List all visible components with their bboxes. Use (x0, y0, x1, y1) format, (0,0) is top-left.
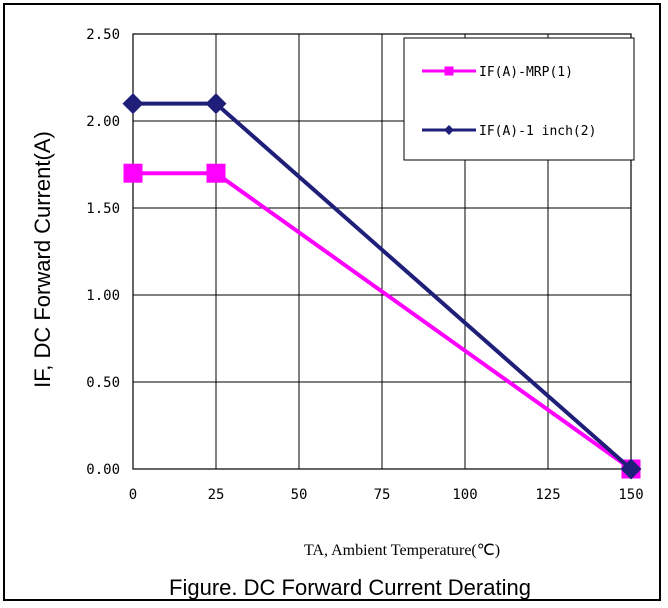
legend-item: IF(A)-MRP(1) (422, 65, 573, 80)
x-tick-label: 125 (535, 487, 560, 503)
x-tick-label: 75 (374, 487, 391, 503)
legend-swatch-marker (444, 66, 454, 76)
legend-items: IF(A)-MRP(1) IF(A)-1 inch(2) (422, 65, 596, 139)
legend-swatch-marker (444, 125, 454, 135)
data-point-marker (206, 163, 226, 183)
x-tick-label: 50 (291, 487, 308, 503)
data-point-marker (123, 163, 143, 183)
plot-border (132, 33, 632, 470)
x-tick-label: 100 (452, 487, 477, 503)
x-tick-label: 25 (208, 487, 225, 503)
figure-caption: Figure. DC Forward Current Derating (169, 575, 531, 600)
data-point-marker (205, 93, 227, 115)
x-tick-label: 150 (618, 487, 643, 503)
x-axis-ticks: 0 25 50 75 100 125 150 (129, 487, 644, 503)
y-tick-label: 2.00 (86, 114, 120, 130)
legend: IF(A)-MRP(1) IF(A)-1 inch(2) (403, 37, 635, 161)
legend-label: IF(A)-1 inch(2) (479, 124, 596, 139)
y-axis-ticks: 0.00 0.50 1.00 1.50 2.00 2.50 (86, 27, 120, 478)
legend-item: IF(A)-1 inch(2) (422, 124, 596, 139)
legend-box (403, 37, 635, 161)
y-tick-label: 0.00 (86, 462, 120, 478)
y-tick-label: 1.50 (86, 201, 120, 217)
data-point-marker (620, 458, 642, 480)
series-layer (122, 93, 642, 480)
x-tick-label: 0 (129, 487, 137, 503)
x-axis-label: TA, Ambient Temperature(℃) (304, 542, 500, 559)
y-axis-label: IF, DC Forward Current(A) (30, 131, 55, 388)
data-point-marker (122, 93, 144, 115)
legend-label: IF(A)-MRP(1) (479, 65, 573, 80)
y-tick-label: 2.50 (86, 27, 120, 43)
y-tick-label: 0.50 (86, 375, 120, 391)
series-2 (122, 93, 642, 480)
y-tick-label: 1.00 (86, 288, 120, 304)
